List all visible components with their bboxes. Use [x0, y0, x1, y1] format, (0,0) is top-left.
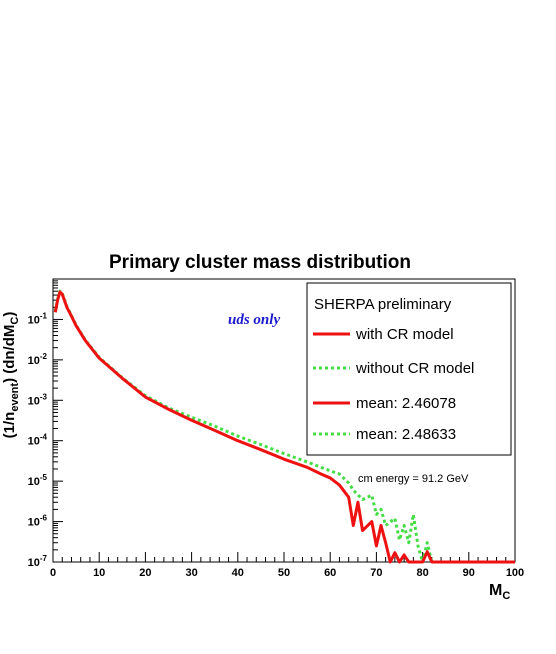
x-tick-label: 60 — [324, 567, 336, 579]
x-tick-label: 70 — [370, 567, 382, 579]
chart-title: Primary cluster mass distribution — [109, 252, 411, 273]
x-tick-label: 100 — [506, 567, 524, 579]
y-tick-label: 10-1 — [28, 311, 48, 326]
y-tick-label: 10-6 — [28, 514, 48, 529]
y-tick-label: 10-7 — [28, 554, 48, 569]
x-tick-label: 50 — [278, 567, 290, 579]
x-axis-label: MC — [489, 582, 510, 602]
legend-label: mean: 2.46078 — [356, 395, 456, 412]
axis-ticks: 0 10 20 30 40 50 60 70 80 90 100 10-1 10-2 10-3 10-4 10… — [28, 280, 524, 579]
series-with-cr-line — [53, 290, 515, 564]
uds-annotation: uds only — [228, 312, 280, 328]
legend-label: mean: 2.48633 — [356, 426, 456, 443]
x-tick-label: 90 — [463, 567, 475, 579]
y-tick-label: 10-2 — [28, 352, 48, 367]
x-tick-label: 40 — [232, 567, 244, 579]
legend-entries: with CR model without CR model mean: 2.460… — [313, 326, 474, 443]
legend-box — [306, 282, 512, 456]
x-tick-label: 80 — [416, 567, 428, 579]
series-layer — [53, 289, 515, 564]
y-tick-label: 10-4 — [28, 433, 48, 448]
x-tick-label: 0 — [50, 567, 56, 579]
legend-header: SHERPA preliminary — [314, 296, 452, 313]
x-tick-label: 20 — [139, 567, 151, 579]
legend-label: with CR model — [355, 326, 454, 343]
x-tick-label: 10 — [93, 567, 105, 579]
y-tick-label: 10-5 — [28, 473, 48, 488]
energy-annotation: cm energy = 91.2 GeV — [358, 473, 469, 485]
legend-label: without CR model — [355, 360, 474, 377]
y-tick-label: 10-3 — [28, 392, 48, 407]
y-axis-label: (1/nevent) (dn/dMC) — [1, 312, 21, 439]
x-tick-label: 30 — [185, 567, 197, 579]
